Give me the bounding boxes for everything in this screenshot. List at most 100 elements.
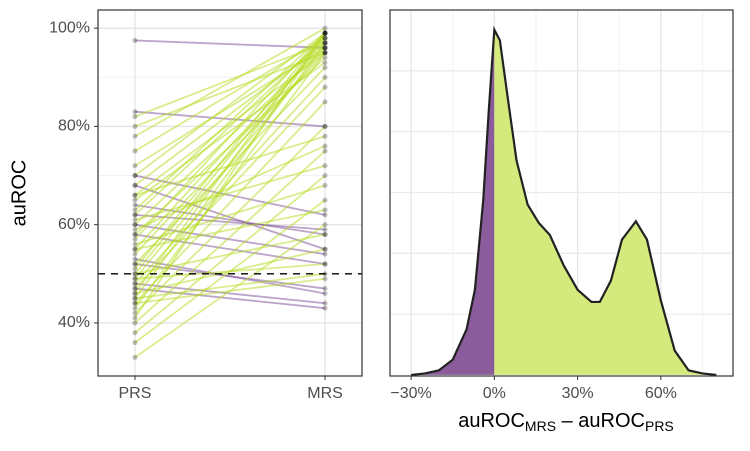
x-title-sub: PRS (645, 418, 674, 434)
pair-line (134, 32, 326, 177)
density-area (411, 29, 495, 375)
point (132, 330, 138, 336)
pair-line (134, 272, 326, 300)
pair-line (134, 184, 326, 246)
pair-line (134, 32, 326, 270)
point (322, 227, 328, 233)
point (132, 163, 138, 169)
point (322, 35, 328, 41)
point (322, 30, 328, 36)
x-tick-label: MRS (307, 385, 343, 402)
pair-line (134, 164, 326, 221)
point (322, 40, 328, 46)
point (322, 30, 328, 36)
point (132, 271, 138, 277)
point (132, 173, 138, 179)
x-tick-label: −30% (390, 385, 431, 402)
x-tick-label: 30% (562, 385, 594, 402)
point (132, 295, 138, 301)
density-area (494, 29, 717, 375)
point (322, 35, 328, 41)
point (322, 123, 328, 129)
point (132, 133, 138, 139)
point (132, 123, 138, 129)
point (132, 251, 138, 257)
point (322, 143, 328, 149)
pair-line (134, 32, 326, 211)
density-line (410, 25, 717, 377)
point (322, 50, 328, 56)
pair-line (134, 213, 326, 231)
pair-line (134, 174, 326, 216)
point (322, 207, 328, 213)
point (132, 246, 138, 252)
point (322, 45, 328, 51)
point (132, 173, 138, 179)
point (132, 290, 138, 296)
panel-border (97, 9, 363, 377)
point (322, 173, 328, 179)
point (132, 192, 138, 198)
point (322, 222, 328, 228)
point (132, 232, 138, 238)
x-title-part: – auROC (556, 410, 645, 432)
pair-line (134, 42, 326, 118)
x-tick-label: 0% (483, 385, 506, 402)
pair-line (134, 32, 326, 241)
point (132, 276, 138, 282)
point (132, 207, 138, 213)
point (132, 276, 138, 282)
point (132, 300, 138, 306)
point (322, 232, 328, 238)
x-title-part: auROC (458, 410, 525, 432)
point (322, 197, 328, 203)
pair-line (134, 233, 326, 275)
pair-line (134, 32, 326, 319)
point (132, 300, 138, 306)
point (322, 148, 328, 154)
point (322, 74, 328, 80)
point (322, 40, 328, 46)
point (322, 25, 328, 31)
point (132, 281, 138, 287)
point (132, 320, 138, 326)
point (132, 295, 138, 301)
point (322, 60, 328, 66)
x-title-sub: MRS (525, 418, 556, 434)
point (132, 222, 138, 228)
point (132, 182, 138, 188)
pair-line (134, 32, 326, 294)
point (322, 246, 328, 252)
point (322, 40, 328, 46)
point (322, 50, 328, 56)
pair-line (134, 125, 326, 314)
point (322, 261, 328, 267)
point (322, 232, 328, 238)
point (322, 163, 328, 169)
point (132, 212, 138, 218)
pair-line (134, 42, 326, 299)
point (132, 286, 138, 292)
point (132, 241, 138, 247)
point (322, 30, 328, 36)
point (322, 40, 328, 46)
point (322, 261, 328, 267)
point (132, 114, 138, 120)
x-tick-label: PRS (119, 385, 152, 402)
point (132, 261, 138, 267)
point (132, 197, 138, 203)
point (132, 290, 138, 296)
point (322, 212, 328, 218)
point (132, 305, 138, 311)
point (132, 109, 138, 115)
point (132, 246, 138, 252)
point (322, 50, 328, 56)
point (132, 340, 138, 346)
point (322, 45, 328, 51)
point (132, 202, 138, 208)
y-tick-label: 40% (58, 314, 90, 331)
point (132, 281, 138, 287)
point (132, 256, 138, 262)
panel-border (389, 9, 734, 377)
point (322, 35, 328, 41)
